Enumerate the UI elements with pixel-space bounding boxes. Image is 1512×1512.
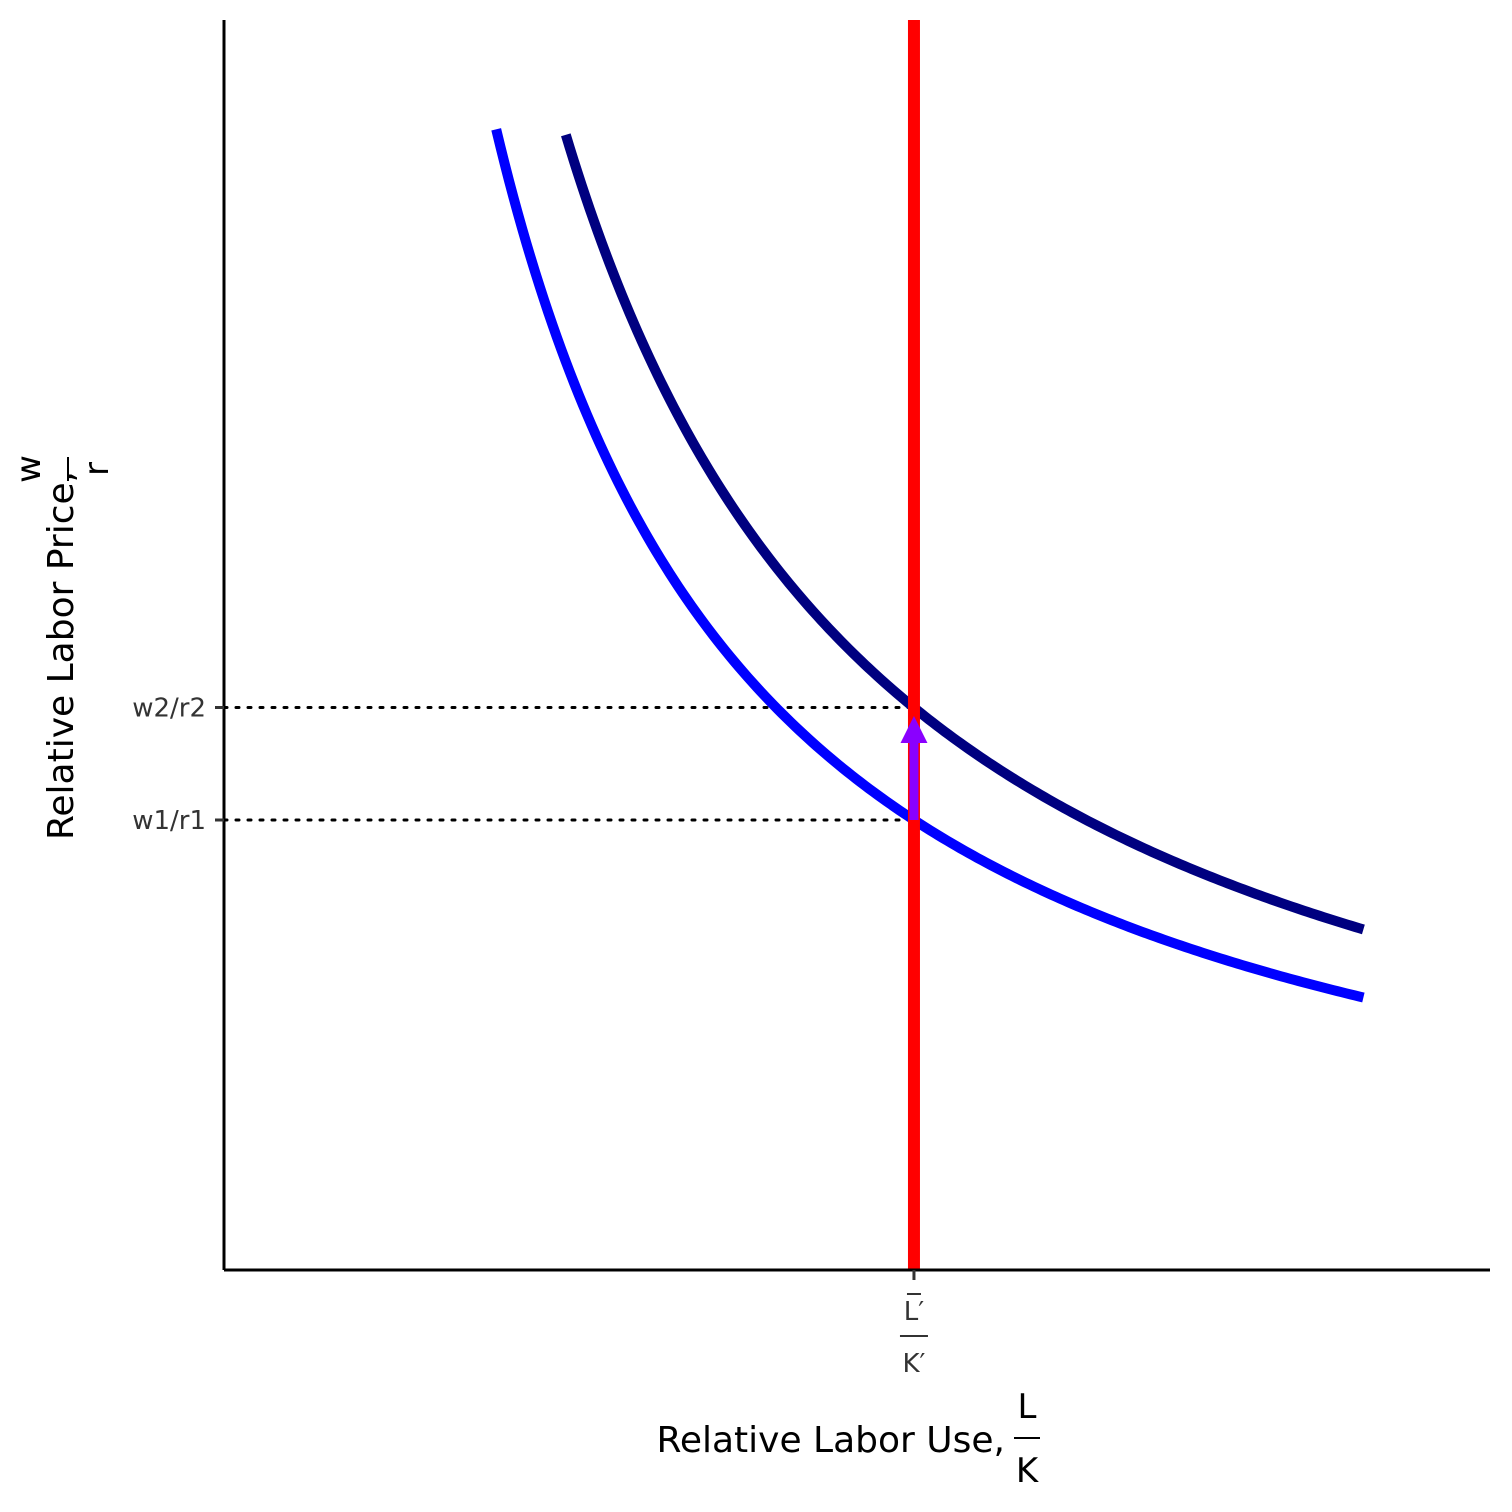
series-layer xyxy=(491,20,1365,1270)
x-tick-denominator-1: K′ xyxy=(902,1349,925,1379)
series-curve-1 xyxy=(491,128,1365,1003)
y-axis-title-text: Relative Labor Price, xyxy=(41,471,82,840)
series-curve-2 xyxy=(561,133,1365,935)
x-axis-title-denominator: K xyxy=(1016,1451,1040,1491)
x-tick-numerator-1: L′ xyxy=(904,1297,924,1327)
y-axis-title-numerator: w xyxy=(9,455,49,483)
y-tick-label-2: w2/r2 xyxy=(132,694,206,724)
x-axis-title: Relative Labor Use, L K xyxy=(656,1387,1040,1491)
x-axis-title-text: Relative Labor Use, xyxy=(656,1420,1005,1461)
y-ticks: w1/r1 w2/r2 xyxy=(132,694,224,836)
reference-lines xyxy=(222,706,916,822)
x-axis-title-numerator: L xyxy=(1018,1387,1037,1427)
y-axis-title: Relative Labor Price, w r xyxy=(9,455,117,840)
y-tick-label-1: w1/r1 xyxy=(132,806,206,836)
y-axis-title-denominator: r xyxy=(77,462,117,476)
x-ticks: L′ K′ xyxy=(899,1270,928,1379)
